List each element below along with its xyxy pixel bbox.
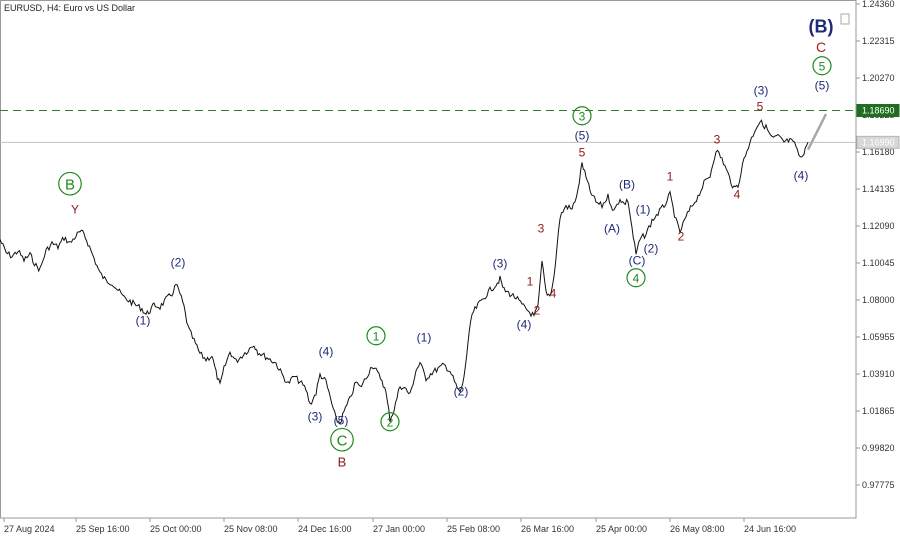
wave-label: (2) [171,255,186,269]
wave-label: (4) [794,168,809,182]
wave-label: 2 [534,303,541,317]
wave-label: 5 [757,99,764,113]
y-tick-label: 1.03910 [862,369,895,379]
wave-label: 2 [678,229,685,243]
y-tick-label: 1.14135 [862,184,895,194]
x-tick-label: 27 Aug 2024 [4,524,55,534]
y-tick-label: 1.20270 [862,73,895,83]
x-tick-label: 25 Feb 08:00 [447,524,500,534]
wave-label: (5) [334,413,349,427]
x-tick-label: 25 Sep 16:00 [76,524,130,534]
y-tick-label: 1.16180 [862,147,895,157]
price-level-tag [856,135,900,149]
wave-label: Y [71,202,79,216]
x-tick-label: 25 Oct 00:00 [150,524,202,534]
wave-label: (1) [417,330,432,344]
wave-label: 3 [579,109,586,123]
wave-label: (C) [629,253,646,267]
y-tick-label: 1.08000 [862,295,895,305]
y-tick-label: 1.01865 [862,406,895,416]
x-tick-label: 24 Jun 16:00 [744,524,796,534]
price-series-line [0,119,809,425]
plot-frame [0,0,857,519]
y-tick-label: 1.22315 [862,36,895,46]
y-tick-label: 0.97775 [862,480,895,490]
x-tick-label: 26 Mar 16:00 [521,524,574,534]
wave-label: (5) [575,128,590,142]
wave-label: (3) [308,409,323,423]
wave-label-circle [812,56,832,76]
wave-label: 1 [527,274,534,288]
wave-label: (B) [809,16,834,36]
wave-label-circle [572,106,592,126]
y-tick-label: 1.12090 [862,221,895,231]
window-icon [840,13,850,25]
wave-label: 4 [633,271,640,285]
wave-label: 4 [734,187,741,201]
x-tick-label: 25 Apr 00:00 [596,524,647,534]
chart-title: EURUSD, H4: Euro vs US Dollar [4,3,135,13]
wave-label: (A) [604,221,620,235]
price-level-label: 1.18690 [862,106,895,116]
projection-line [806,113,828,151]
x-tick-label: 27 Jan 00:00 [373,524,425,534]
wave-label-circle [58,171,82,196]
wave-label: 1 [373,329,380,343]
wave-label: (5) [815,78,830,92]
y-tick-label: 1.10045 [862,258,895,268]
wave-label: (3) [754,83,769,97]
wave-label: (4) [517,317,532,331]
wave-label-circle [366,326,386,346]
wave-label: (B) [619,177,635,191]
wave-label: C [337,432,348,449]
wave-label: 5 [579,145,586,159]
wave-label-circle [626,268,646,288]
x-tick-label: 25 Nov 08:00 [224,524,278,534]
wave-label: (4) [319,344,334,358]
wave-label: 2 [387,415,394,429]
y-tick-label: 0.99820 [862,443,895,453]
x-tick-label: 24 Dec 16:00 [298,524,352,534]
wave-label: 4 [550,286,557,300]
wave-label: 3 [538,221,545,235]
wave-label: 3 [714,132,721,146]
wave-label: (1) [636,202,651,216]
wave-label: B [65,176,75,193]
wave-label: 1 [667,169,674,183]
wave-label: B [338,455,347,470]
wave-label: 5 [819,59,826,73]
wave-label: (1) [136,313,151,327]
wave-label: (2) [454,384,469,398]
y-tick-label: 1.24360 [862,0,895,9]
wave-label: (3) [493,256,508,270]
price-level-tag [856,104,900,118]
wave-label: (2) [644,241,659,255]
x-tick-label: 26 May 08:00 [670,524,725,534]
wave-label: C [816,39,826,55]
price-level-label: 1.16990 [862,137,895,147]
y-tick-label: 1.05955 [862,332,895,342]
wave-label-circle [380,412,400,432]
wave-label-circle [330,427,354,452]
